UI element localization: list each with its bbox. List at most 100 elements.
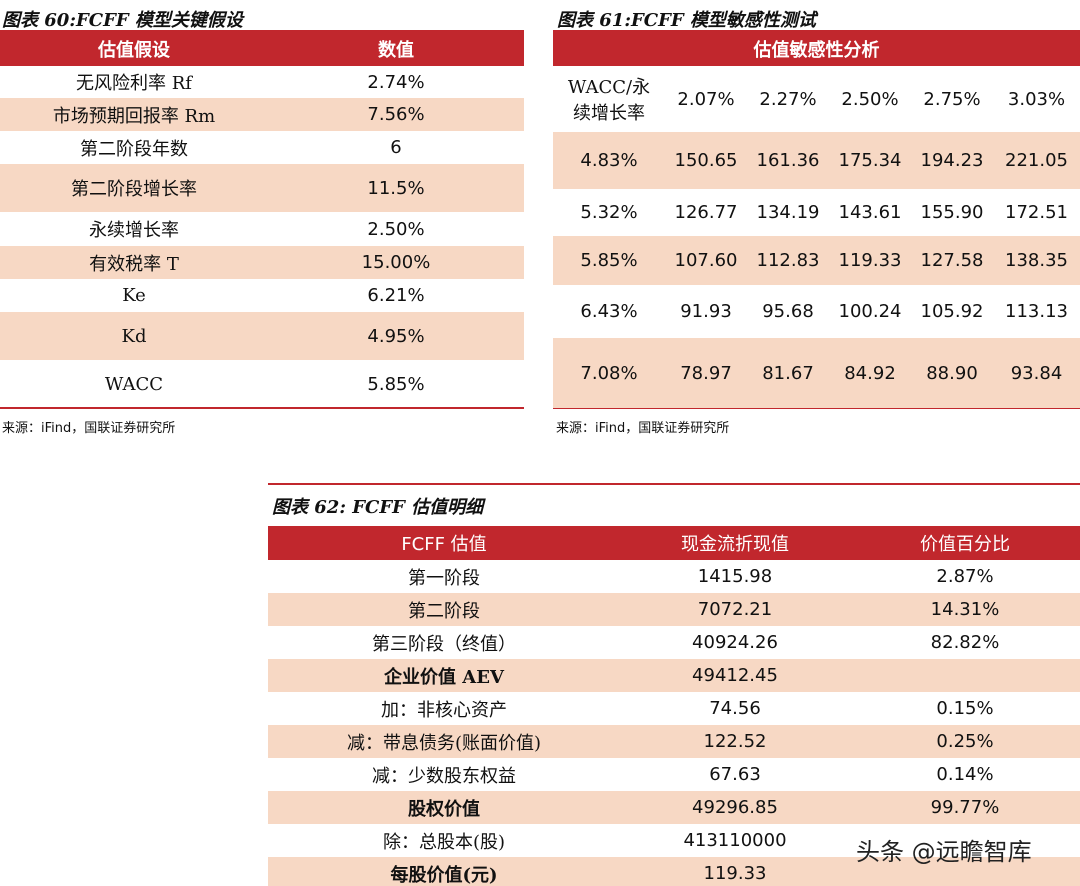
cell: 1415.98: [697, 566, 773, 587]
cell: 第三阶段（终值）: [372, 633, 516, 655]
cell: 119.33: [838, 250, 902, 271]
cell: 119.33: [703, 863, 767, 884]
cell: 143.61: [838, 202, 902, 223]
rule: [553, 30, 1080, 32]
cell: 6: [390, 137, 402, 158]
row-bg: [268, 659, 1080, 692]
cell: 100.24: [838, 301, 902, 322]
cell: 4.95%: [367, 325, 425, 347]
header-row: [268, 526, 1080, 560]
cell: 49412.45: [692, 665, 778, 686]
corner-cell: WACC/永续增长率: [567, 77, 651, 124]
cell: 0.25%: [936, 731, 994, 752]
cell: 49296.85: [692, 797, 778, 818]
cell: 172.51: [1005, 202, 1068, 223]
cell: WACC: [104, 373, 164, 395]
cell: 6.43%: [580, 301, 638, 322]
cell: 221.05: [1005, 150, 1068, 171]
row-bg: [268, 857, 1080, 886]
row-bg: [0, 164, 524, 212]
column-header: 2.07%: [677, 88, 735, 110]
cell: Ke: [122, 285, 146, 306]
row-bg: [268, 725, 1080, 758]
rule: [268, 483, 1080, 485]
cell: 134.19: [756, 202, 820, 223]
cell: 413110000: [683, 830, 787, 851]
header-row: [0, 32, 524, 66]
source-note: 来源：iFind，国联证券研究所: [2, 421, 176, 436]
row-bg: [268, 593, 1080, 626]
cell: 0.15%: [936, 698, 994, 719]
cell: 加：非核心资产: [381, 699, 507, 721]
source-note: 来源：iFind，国联证券研究所: [556, 421, 730, 436]
cell: 81.67: [762, 362, 814, 384]
column-header: 2.75%: [923, 88, 981, 110]
cell: 除：总股本(股): [382, 831, 506, 853]
table-title: 图表 61:FCFF 模型敏感性测试: [557, 10, 816, 31]
cell: 无风险利率 Rf: [76, 73, 192, 94]
cell: 0.14%: [936, 764, 994, 785]
cell: 78.97: [680, 362, 732, 384]
cell: 14.31%: [930, 599, 1000, 620]
cell: 155.90: [920, 202, 984, 223]
cell: 股权价值: [408, 798, 480, 820]
table-title: 图表 60:FCFF 模型关键假设: [2, 10, 243, 31]
header-row: [553, 32, 1080, 66]
cell: 2.87%: [936, 566, 994, 587]
cell: 112.83: [756, 250, 820, 271]
cell: 企业价值 AEV: [384, 666, 504, 688]
cell: 6.21%: [367, 285, 425, 306]
column-header: 2.27%: [759, 88, 817, 110]
row-bg: [553, 236, 1080, 285]
header-cell: 现金流折现值: [681, 534, 789, 555]
cell: 126.77: [674, 202, 738, 223]
rule: [553, 407, 1080, 409]
cell: 84.92: [844, 362, 896, 384]
cell: 5.32%: [580, 202, 638, 223]
column-header: 2.50%: [841, 88, 899, 110]
cell: 每股价值(元): [390, 864, 498, 886]
cell: 99.77%: [930, 797, 1000, 818]
cell: 减：带息债务(账面价值): [346, 732, 542, 754]
cell: 5.85%: [367, 373, 425, 395]
cell: 减：少数股东权益: [372, 765, 516, 787]
cell: 2.74%: [367, 71, 425, 93]
cell: 194.23: [920, 150, 984, 171]
cell: 永续增长率: [89, 220, 179, 241]
cell: 107.60: [674, 250, 738, 271]
rule: [0, 30, 524, 32]
cell: 161.36: [756, 150, 820, 171]
cell: 138.35: [1005, 250, 1068, 271]
cell: 第二阶段: [408, 600, 480, 622]
watermark: 头条 @远瞻智库: [856, 838, 1032, 866]
header-cell: 估值假设: [98, 40, 170, 61]
row-bg: [0, 98, 524, 131]
cell: 2.50%: [367, 218, 425, 240]
row-bg: [0, 312, 524, 360]
cell: 113.13: [1005, 301, 1068, 322]
cell: 市场预期回报率 Rm: [52, 105, 216, 127]
rule: [0, 407, 524, 409]
cell: 74.56: [709, 698, 761, 719]
cell: 105.92: [920, 301, 984, 322]
cell: 4.83%: [580, 150, 638, 171]
cell: 127.58: [920, 250, 984, 271]
cell: 150.65: [674, 150, 738, 171]
row-bg: [553, 338, 1080, 408]
cell: 91.93: [680, 301, 732, 322]
cell: 11.5%: [367, 177, 425, 199]
cell: 第二阶段增长率: [71, 179, 197, 200]
cell: 第二阶段年数: [80, 138, 188, 160]
cell: 15.00%: [361, 252, 431, 273]
cell: 5.85%: [580, 250, 638, 271]
cell: 67.63: [709, 764, 761, 785]
cell: 第一阶段: [408, 567, 480, 589]
header-cell: FCFF 估值: [401, 534, 487, 555]
cell: Kd: [121, 325, 147, 347]
cell: 95.68: [762, 301, 814, 322]
cell: 有效税率 T: [89, 253, 179, 275]
header-cell: 估值敏感性分析: [753, 40, 880, 61]
cell: 175.34: [838, 150, 902, 171]
table-title: 图表 62: FCFF 估值明细: [272, 497, 484, 518]
